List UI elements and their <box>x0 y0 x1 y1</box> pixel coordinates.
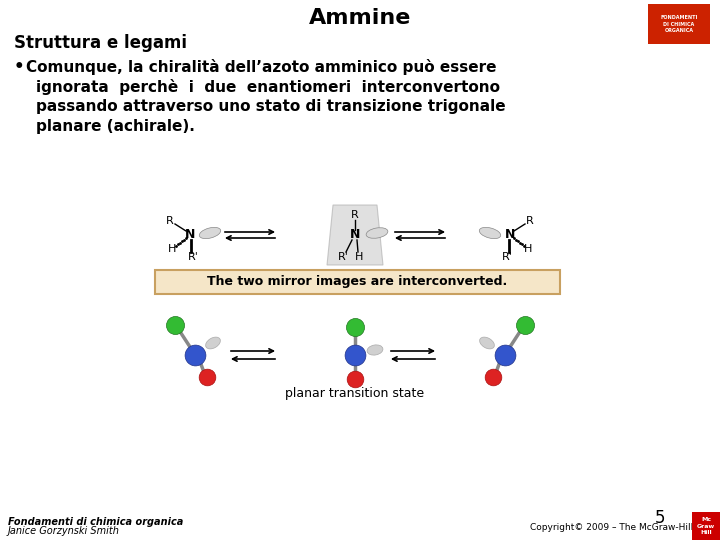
Text: R: R <box>166 216 174 226</box>
Text: FONDAMENTI
DI CHIMICA
ORGANICA: FONDAMENTI DI CHIMICA ORGANICA <box>660 15 698 33</box>
Ellipse shape <box>480 337 495 349</box>
Text: R: R <box>351 210 359 220</box>
Text: R': R' <box>502 252 513 262</box>
Text: H: H <box>524 244 532 254</box>
Text: Janice Gorzynski Smith: Janice Gorzynski Smith <box>8 526 120 536</box>
Text: R': R' <box>188 252 199 262</box>
Text: R': R' <box>338 252 348 262</box>
FancyBboxPatch shape <box>155 270 560 294</box>
FancyBboxPatch shape <box>648 4 710 44</box>
Ellipse shape <box>206 337 220 349</box>
Ellipse shape <box>480 227 500 239</box>
Text: Comunque, la chiralità dell’azoto amminico può essere: Comunque, la chiralità dell’azoto ammini… <box>26 59 497 75</box>
Text: N: N <box>505 228 516 241</box>
Text: Ammine: Ammine <box>309 8 411 28</box>
FancyBboxPatch shape <box>692 512 720 540</box>
Text: Copyright© 2009 – The McGraw-Hill Companies srl: Copyright© 2009 – The McGraw-Hill Compan… <box>530 523 720 532</box>
Text: H: H <box>355 252 363 262</box>
Text: Fondamenti di chimica organica: Fondamenti di chimica organica <box>8 517 184 527</box>
Text: R: R <box>526 216 534 226</box>
Text: 5: 5 <box>654 509 665 527</box>
Ellipse shape <box>367 345 383 355</box>
Text: •: • <box>14 58 24 76</box>
Text: passando attraverso uno stato di transizione trigonale: passando attraverso uno stato di transiz… <box>36 99 505 114</box>
Text: Struttura e legami: Struttura e legami <box>14 34 187 52</box>
Text: planare (achirale).: planare (achirale). <box>36 119 195 134</box>
Ellipse shape <box>366 228 388 238</box>
Text: The two mirror images are interconverted.: The two mirror images are interconverted… <box>207 275 508 288</box>
Text: N: N <box>185 228 195 241</box>
Polygon shape <box>327 205 383 265</box>
Text: Mc
Graw
Hill: Mc Graw Hill <box>697 517 715 535</box>
Text: ignorata  perchè  i  due  enantiomeri  interconvertono: ignorata perchè i due enantiomeri interc… <box>36 79 500 95</box>
Ellipse shape <box>199 227 221 239</box>
Text: N: N <box>350 228 360 241</box>
Text: planar transition state: planar transition state <box>285 387 425 400</box>
Text: H: H <box>168 244 176 254</box>
